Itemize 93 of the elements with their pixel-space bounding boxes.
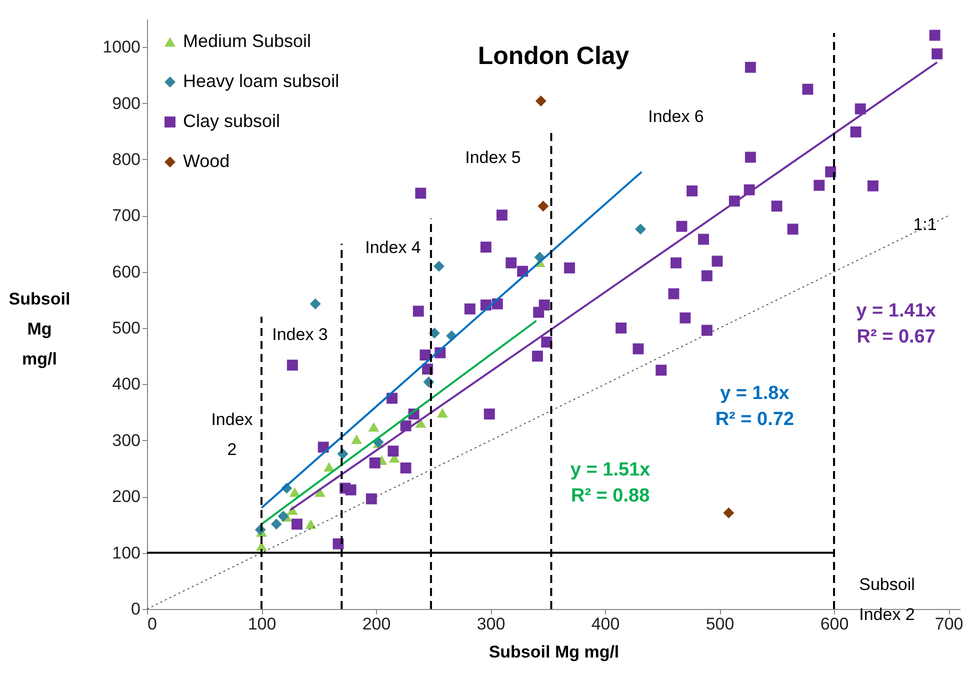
x-tick-label: 300 — [476, 614, 506, 634]
point — [369, 457, 380, 468]
legend-label: Clay subsoil — [183, 111, 280, 131]
point — [814, 180, 825, 191]
annotation: Index 4 — [365, 238, 421, 257]
text: y = 1.51x R² = 0.88 — [570, 460, 651, 507]
y-tick-label: 100 — [112, 543, 140, 562]
legend-label: Heavy loam subsoil — [183, 71, 340, 91]
point — [538, 300, 550, 310]
y-tick-label: 200 — [112, 487, 140, 506]
y-tick-label: 800 — [112, 150, 140, 169]
annotation: Index 6 — [648, 107, 704, 126]
point — [701, 324, 712, 336]
y-tick-label: 400 — [112, 374, 140, 394]
point — [929, 30, 940, 41]
point — [480, 242, 492, 253]
point — [698, 234, 709, 245]
point — [868, 180, 878, 192]
legend-label: Medium Subsoil — [183, 31, 312, 51]
annotation: Index 5 — [465, 148, 521, 167]
y-tick-label: 500 — [112, 318, 140, 338]
point — [680, 312, 691, 324]
point — [292, 518, 302, 530]
point — [850, 126, 862, 138]
point — [787, 224, 798, 235]
point — [744, 62, 756, 73]
point — [400, 462, 412, 474]
point — [686, 185, 698, 196]
y-tick-label: 300 — [112, 430, 140, 450]
x-tick-label: 600 — [820, 614, 849, 634]
point — [496, 210, 508, 221]
point — [656, 364, 667, 376]
point — [635, 224, 646, 235]
point — [632, 343, 644, 354]
point — [434, 260, 444, 272]
point — [535, 96, 546, 107]
point — [332, 538, 344, 550]
point — [564, 262, 576, 274]
point — [506, 257, 517, 268]
point — [616, 322, 627, 334]
point — [368, 422, 380, 432]
x-axis-title: Subsoil Mg mg/l — [488, 642, 620, 662]
point — [723, 507, 734, 518]
y-axis-title: Subsoil Mg mg/l — [8, 290, 70, 368]
point — [668, 288, 680, 300]
point — [278, 510, 289, 522]
x-tick-label: 400 — [591, 614, 620, 634]
point — [270, 518, 282, 530]
point — [670, 257, 682, 268]
point — [744, 152, 756, 163]
point — [825, 166, 836, 178]
point — [701, 270, 712, 282]
y-tick-label: 1000 — [102, 38, 140, 57]
point — [415, 418, 426, 428]
text: y = 1.41x R² = 0.67 — [856, 300, 936, 348]
point — [289, 487, 300, 497]
point — [854, 103, 866, 114]
point — [305, 519, 316, 529]
x-tick-label: 700 — [934, 614, 964, 634]
point — [712, 256, 723, 267]
point — [464, 303, 476, 314]
point — [538, 200, 549, 212]
point — [366, 493, 377, 504]
point — [345, 484, 356, 496]
point — [484, 408, 495, 420]
point — [388, 446, 399, 457]
text: y = 1.8x R² = 0.72 — [715, 382, 794, 430]
annotation: Index 2 — [211, 410, 254, 459]
y-tick-label: 600 — [112, 262, 140, 282]
point — [436, 408, 448, 418]
annotation: Index 3 — [272, 325, 328, 344]
text: London Clay — [478, 42, 630, 70]
x-tick-label: 200 — [362, 614, 391, 634]
y-tick-label: 0 — [131, 600, 140, 618]
point — [802, 84, 814, 95]
y-tick-label: 900 — [112, 94, 140, 113]
x-tick-label: 500 — [706, 614, 734, 634]
y-tick-label: 700 — [112, 206, 140, 226]
x-tick-label: 0 — [148, 614, 157, 634]
point — [932, 48, 943, 60]
point — [324, 462, 335, 472]
point — [412, 306, 424, 317]
legend-label: Wood — [183, 151, 230, 171]
annotation: 1:1 — [913, 215, 937, 234]
x-tick-label: 100 — [248, 614, 276, 634]
point — [771, 200, 782, 212]
point — [310, 298, 321, 310]
point — [532, 350, 543, 362]
point — [286, 360, 298, 371]
point — [415, 188, 426, 199]
annotation: Subsoil Index 2 — [859, 575, 915, 624]
point — [676, 220, 688, 232]
point — [351, 434, 362, 444]
